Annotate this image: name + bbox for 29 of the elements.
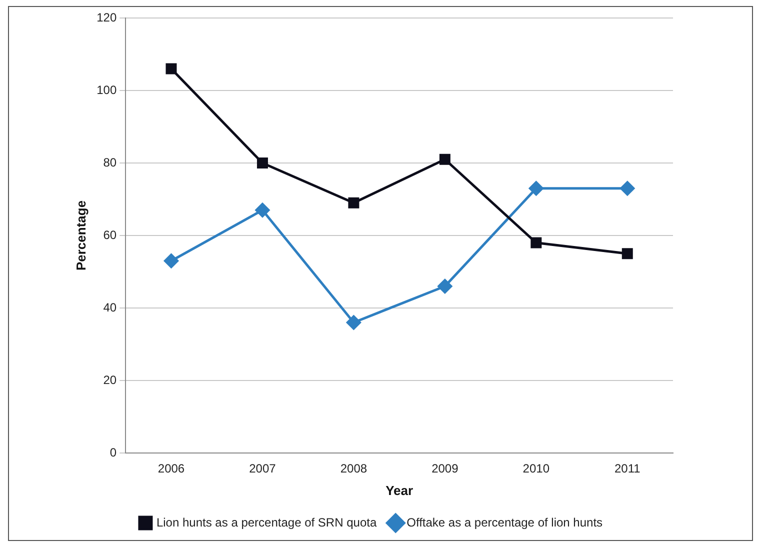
point	[256, 158, 268, 168]
point	[255, 202, 270, 218]
point	[530, 237, 542, 248]
legend-label: Offtake as a percentage of lion hunts	[406, 515, 603, 530]
legend-label: Lion hunts as a percentage of SRN quota	[156, 515, 377, 530]
x-tick-label: 2008	[340, 462, 368, 476]
x-tick-label: 2006	[158, 462, 185, 476]
point	[348, 197, 360, 208]
point	[622, 248, 633, 260]
x-tick-label: 2011	[614, 462, 641, 476]
y-axis-title: Percentage	[73, 200, 88, 271]
x-tick-label: 2010	[522, 462, 550, 476]
y-tick-label: 60	[103, 228, 117, 242]
y-tick-label: 100	[96, 82, 117, 97]
point	[346, 315, 361, 330]
point	[164, 254, 178, 268]
x-axis-title: Year	[386, 482, 414, 498]
y-tick-label: 20	[103, 372, 117, 387]
y-tick-label: 120	[96, 10, 117, 24]
x-tick-label: 2009	[432, 462, 459, 476]
point	[166, 63, 177, 74]
point	[528, 181, 544, 196]
x-tick-label: 2007	[249, 462, 276, 476]
point	[438, 279, 452, 294]
point	[620, 181, 635, 196]
y-tick-label: 0	[110, 445, 117, 460]
point	[439, 154, 450, 165]
y-tick-label: 40	[103, 300, 117, 314]
y-tick-label: 80	[103, 155, 117, 170]
